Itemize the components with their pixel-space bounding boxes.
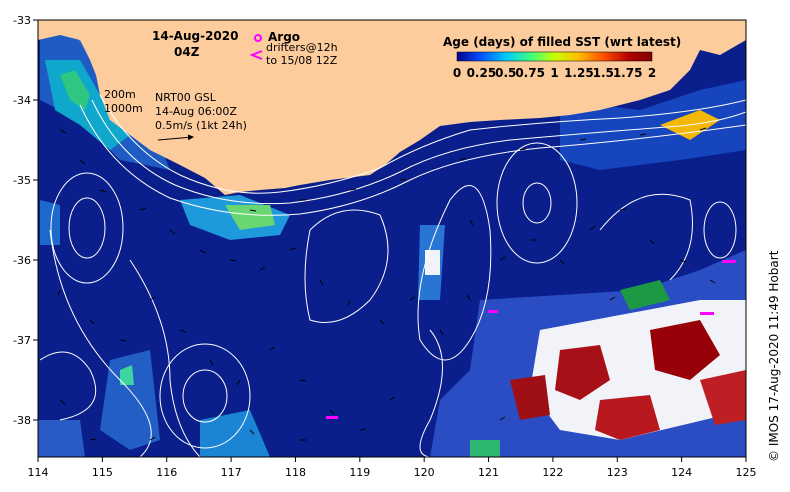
colorbar [456,51,653,62]
contour-1000m-label: 1000m [104,102,143,115]
map-plot-area [38,20,746,457]
x-tick-label: 122 [542,466,563,479]
colorbar-title: Age (days) of filled SST (wrt latest) [443,35,681,49]
argo-legend-label: Argo [268,30,300,44]
y-tick-label: -37 [13,334,31,347]
colorbar-tick-label: 1 [550,66,558,80]
land-western-australia [38,20,746,195]
x-tick-label: 115 [92,466,113,479]
x-axis-ticks: 114 115 116 117 118 119 120 121 122 123 124 125 [28,457,757,479]
x-tick-label: 119 [349,466,370,479]
drifters-legend-line1: drifters@12h [266,41,338,54]
x-tick-label: 118 [285,466,306,479]
date-label: 14-Aug-2020 [152,29,238,43]
colorbar-tick-label: 2 [648,66,656,80]
current-vectors [57,127,716,441]
bathymetry-contours [39,94,746,457]
land-cape-leeuwin [38,20,130,80]
colorbar-tick-label: 0.5 [495,66,516,80]
x-tick-label: 124 [671,466,692,479]
contour-200m-label: 200m [104,88,136,101]
velocity-scale-label: 0.5m/s (1kt 24h) [155,119,247,132]
velocity-scale-arrow [157,134,194,141]
y-axis-ticks: -33 -34 -35 -36 -37 -38 [13,14,38,427]
x-tick-label: 125 [736,466,757,479]
drifter-legend-icon [249,50,263,60]
y-tick-label: -38 [13,414,31,427]
colorbar-tick-label: 0.25 [467,66,497,80]
plot-frame [37,19,747,458]
x-tick-label: 114 [28,466,49,479]
colorbar-tick-label: 0 [453,66,461,80]
time-label: 04Z [174,45,200,59]
x-tick-label: 120 [414,466,435,479]
y-tick-label: -35 [13,174,31,187]
argo-legend-icon [254,34,262,42]
colorbar-tick-label: 1.25 [564,66,594,80]
imos-credit: © IMOS 17-Aug-2020 11:49 Hobart [767,250,781,462]
y-tick-label: -34 [13,94,31,107]
current-product-label: NRT00 GSL [155,91,217,104]
colorbar-tick-label: 0.75 [515,66,545,80]
colorbar-tick-label: 1.5 [593,66,614,80]
drifters-legend-line2: to 15/08 12Z [266,54,338,67]
colorbar-ticks: 0 0.250.50.75 1 1.251.51.75 2 [453,66,656,80]
x-tick-label: 123 [607,466,628,479]
x-tick-label: 121 [478,466,499,479]
colorbar-tick-label: 1.75 [613,66,643,80]
x-tick-label: 116 [156,466,177,479]
drifter-tracks [326,260,736,419]
x-tick-label: 117 [221,466,242,479]
y-tick-label: -33 [13,14,31,27]
y-tick-label: -36 [13,254,31,267]
current-time-label: 14-Aug 06:00Z [155,105,237,118]
